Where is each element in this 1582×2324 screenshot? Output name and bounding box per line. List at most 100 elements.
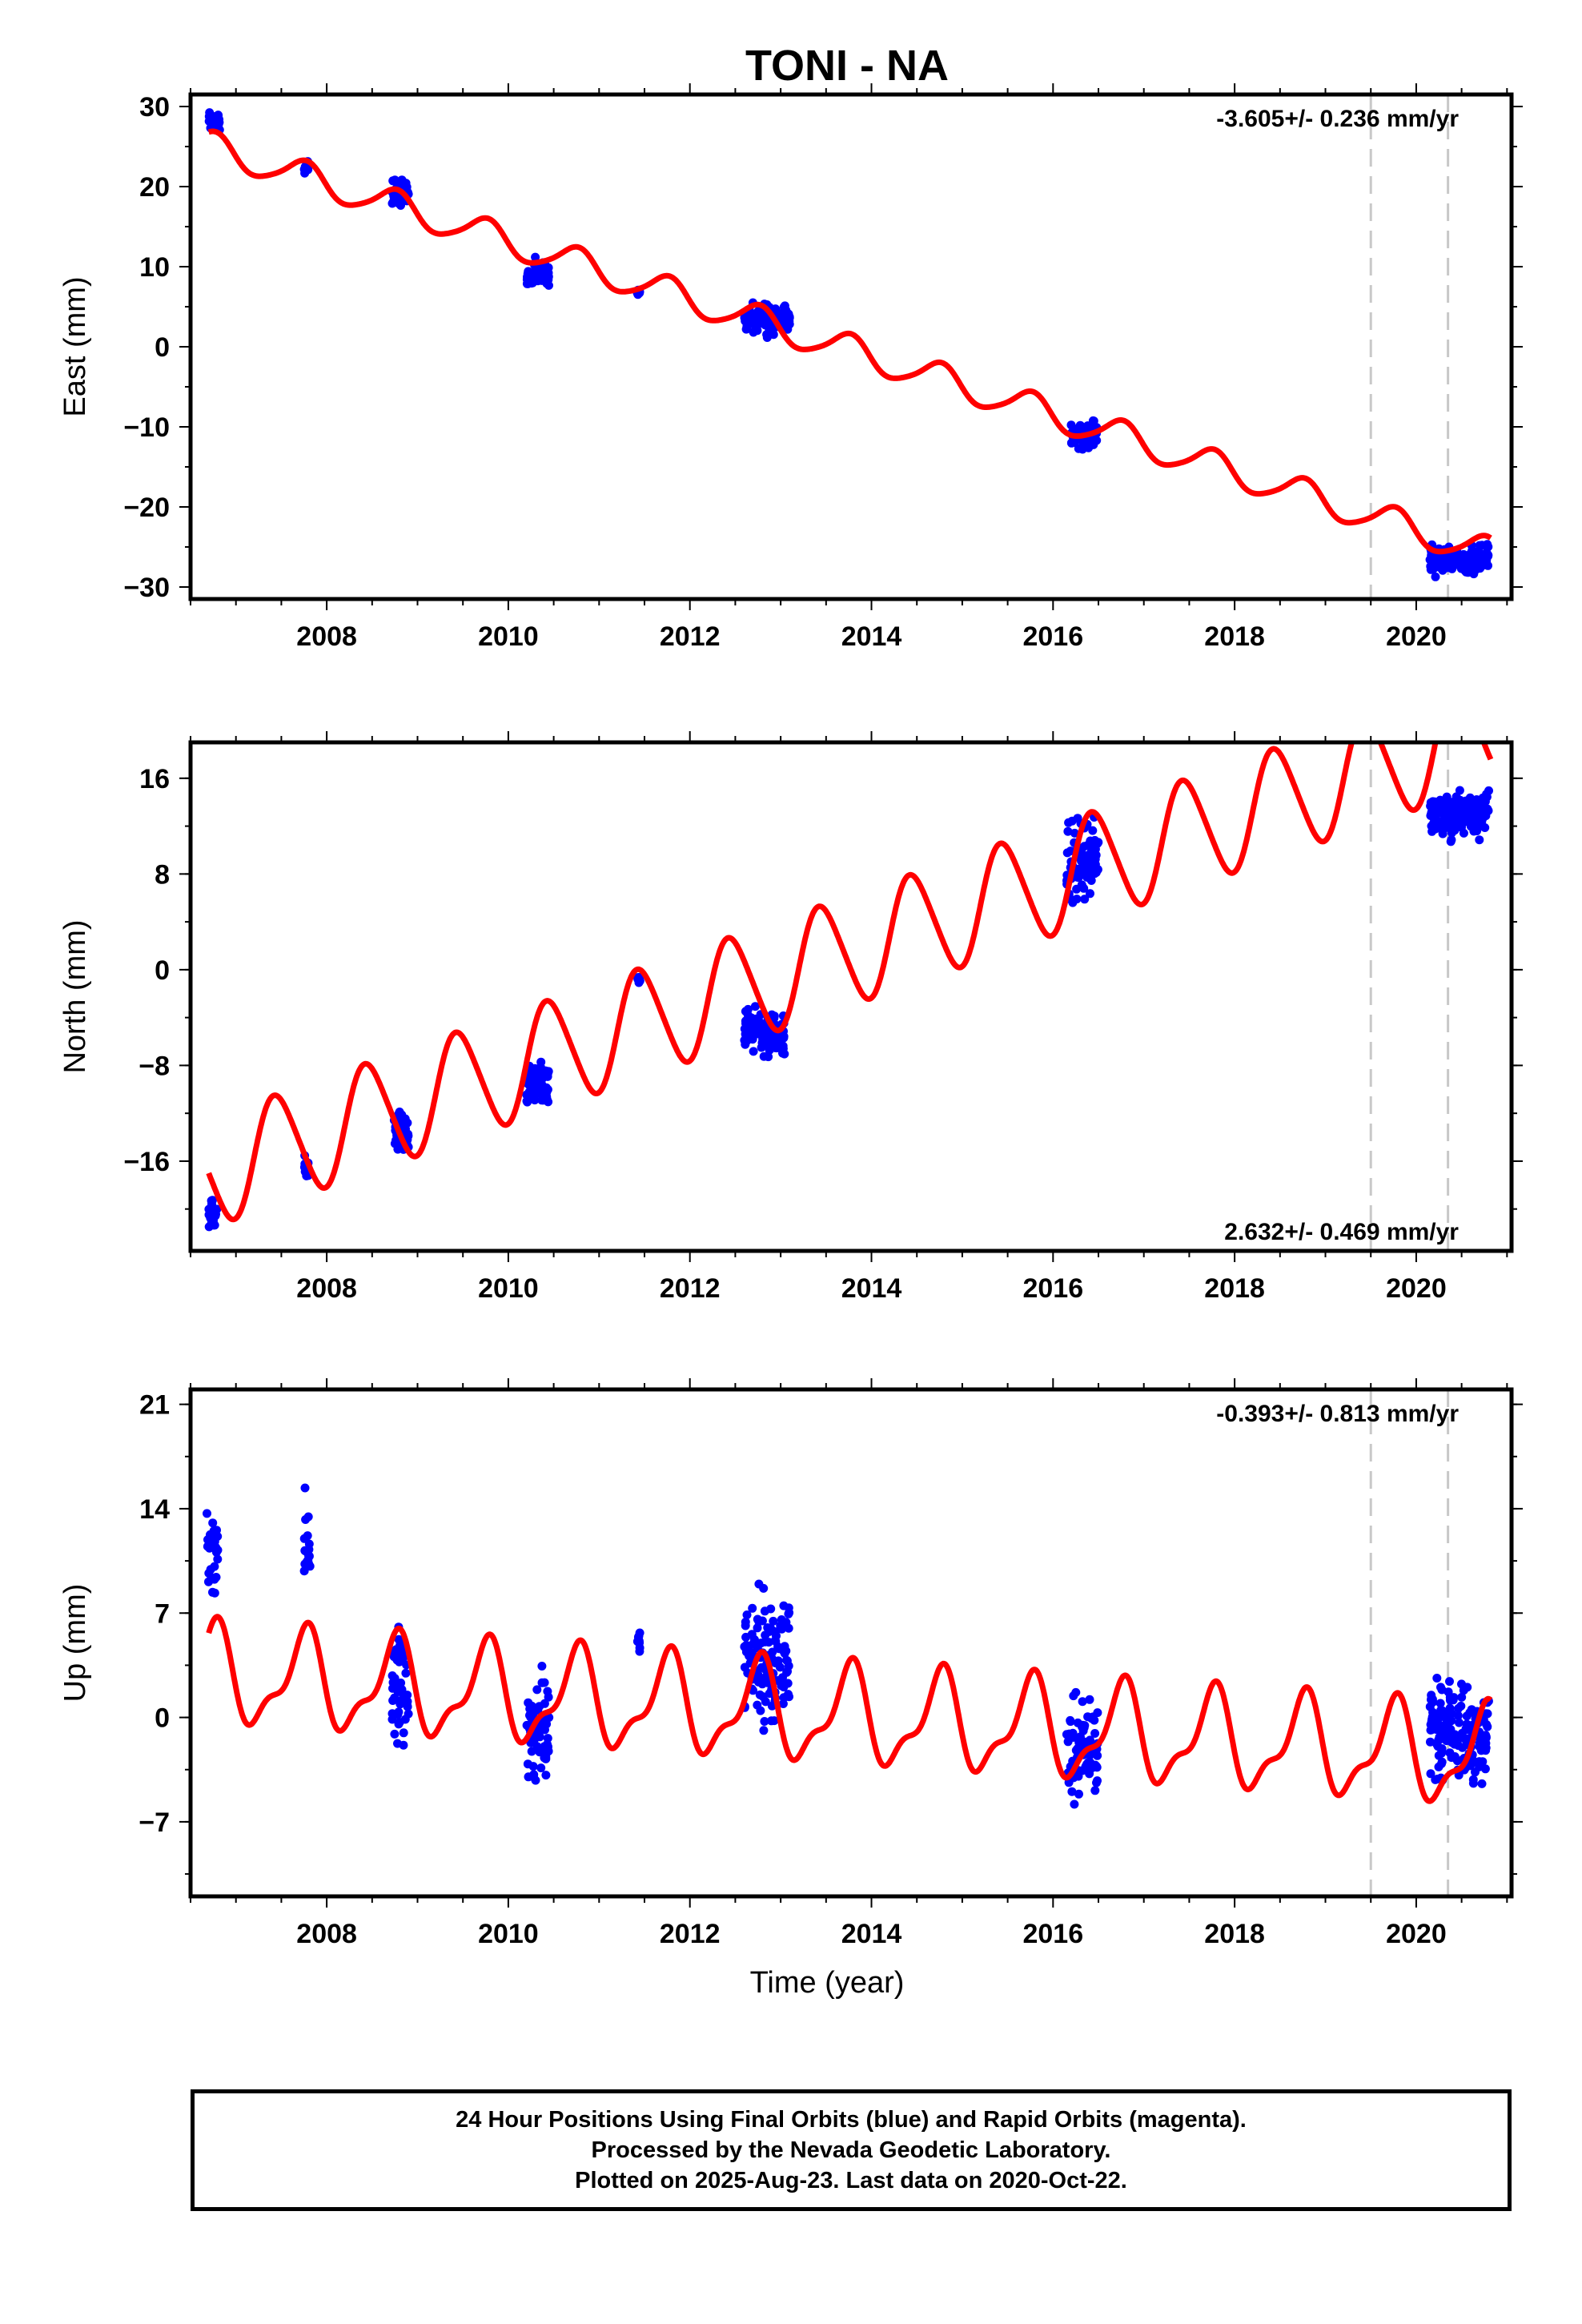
north-observation-point bbox=[759, 1051, 769, 1061]
up-observation-point bbox=[759, 1726, 769, 1735]
east-observation-point bbox=[745, 314, 754, 324]
up-observation-point bbox=[779, 1647, 789, 1656]
north-observation-point bbox=[1480, 823, 1490, 832]
north-plot-frame bbox=[188, 740, 1514, 1253]
north-observation-point bbox=[1090, 869, 1099, 879]
up-observation-point bbox=[1069, 1733, 1078, 1742]
up-observation-point bbox=[779, 1683, 789, 1692]
up-observation-point bbox=[1085, 1769, 1094, 1779]
north-observation-point bbox=[1450, 826, 1460, 835]
north-observation-point bbox=[1079, 842, 1089, 851]
east-observation-point bbox=[396, 201, 405, 210]
up-observation-point bbox=[1082, 1759, 1092, 1768]
up-observation-point bbox=[1427, 1695, 1437, 1704]
up-observation-point bbox=[540, 1742, 549, 1751]
east-ytick-label: −20 bbox=[123, 493, 170, 523]
north-observation-point bbox=[1456, 795, 1465, 805]
up-observation-point bbox=[543, 1687, 552, 1696]
east-observation-point bbox=[1476, 564, 1485, 573]
east-observation-point bbox=[544, 272, 553, 281]
north-observation-point bbox=[1447, 835, 1456, 845]
north-observation-point bbox=[1430, 811, 1439, 821]
north-observation-point bbox=[751, 1014, 761, 1023]
north-observation-point bbox=[1088, 826, 1098, 835]
east-panel: 2008 2010 2012 2014 2016 2018 20203020100−10−2… bbox=[58, 83, 1523, 652]
east-observation-point bbox=[1443, 563, 1452, 573]
up-observation-point bbox=[528, 1708, 538, 1718]
up-observation-point bbox=[203, 1509, 211, 1518]
north-observation-point bbox=[1080, 895, 1090, 904]
up-observation-point bbox=[1445, 1695, 1455, 1705]
north-observation-point bbox=[528, 1065, 538, 1075]
north-panel: 2008 2010 2012 2014 2016 2018 2020 16 8 0 −8 −16 Nor… bbox=[58, 731, 1523, 1304]
up-observation-point bbox=[753, 1700, 762, 1710]
up-observation-point bbox=[761, 1630, 770, 1640]
north-observation-point bbox=[1086, 889, 1094, 899]
up-observation-point bbox=[1066, 1717, 1075, 1727]
north-observation-point bbox=[542, 1068, 552, 1076]
up-observation-point bbox=[1475, 1739, 1484, 1747]
up-observation-point bbox=[1437, 1748, 1446, 1758]
up-observation-point bbox=[1445, 1677, 1454, 1687]
north-observation-point bbox=[749, 1047, 758, 1056]
north-observation-point bbox=[1090, 854, 1100, 864]
north-observation-point bbox=[769, 1013, 779, 1023]
up-observation-point bbox=[1456, 1701, 1466, 1711]
up-xtick-label: 2018 bbox=[1204, 1919, 1265, 1949]
up-observation-point bbox=[391, 1645, 401, 1655]
footer-line-1: 24 Hour Positions Using Final Orbits (bl… bbox=[456, 2107, 1247, 2133]
north-xtick-label: 2008 bbox=[296, 1273, 357, 1304]
up-observation-point bbox=[393, 1687, 403, 1696]
up-observation-point bbox=[1477, 1779, 1487, 1788]
up-xtick-label: 2008 bbox=[296, 1919, 357, 1949]
east-observation-point bbox=[1431, 572, 1440, 581]
east-ytick-label: 10 bbox=[139, 252, 170, 283]
up-observation-point bbox=[390, 1729, 400, 1739]
up-xtick-label: 2010 bbox=[478, 1919, 539, 1949]
east-ytick-label: 30 bbox=[139, 92, 170, 123]
up-observation-point bbox=[397, 1695, 407, 1705]
up-observation-point bbox=[1437, 1759, 1446, 1768]
up-observation-point bbox=[1445, 1748, 1455, 1758]
up-observation-point bbox=[1463, 1725, 1472, 1735]
up-observation-point bbox=[778, 1699, 788, 1708]
up-model-fit-line bbox=[206, 1614, 1493, 1804]
north-observation-point bbox=[524, 1088, 534, 1097]
north-observation-point bbox=[207, 1212, 217, 1222]
up-observation-point bbox=[1074, 1789, 1083, 1799]
up-observation-point bbox=[1442, 1715, 1452, 1725]
north-observation-point bbox=[526, 1080, 536, 1090]
east-model-fit-line bbox=[207, 128, 1493, 555]
east-observation-point bbox=[1474, 553, 1484, 563]
east-xtick-label: 2020 bbox=[1386, 621, 1447, 652]
up-observation-point bbox=[758, 1692, 768, 1702]
east-xtick-label: 2016 bbox=[1022, 621, 1083, 652]
up-observation-point bbox=[304, 1539, 314, 1549]
up-plot-frame bbox=[188, 1387, 1514, 1899]
north-observation-point bbox=[753, 1029, 762, 1039]
north-data-layer bbox=[204, 742, 1494, 1232]
east-xtick-label: 2008 bbox=[296, 621, 357, 652]
up-observation-point bbox=[1070, 1799, 1079, 1809]
up-observation-point bbox=[778, 1619, 788, 1629]
east-observation-point bbox=[211, 117, 220, 126]
north-model-fit-line bbox=[206, 742, 1494, 1223]
up-observation-point bbox=[541, 1771, 551, 1780]
up-observation-point bbox=[1080, 1721, 1090, 1731]
north-observation-point bbox=[1090, 835, 1099, 845]
up-observation-point bbox=[1454, 1741, 1463, 1751]
up-xlabel: Time (year) bbox=[750, 1966, 905, 2000]
up-observation-point bbox=[208, 1518, 218, 1528]
north-observation-point bbox=[536, 1062, 545, 1072]
up-ytick-label: 7 bbox=[155, 1598, 170, 1629]
east-observation-point bbox=[1074, 444, 1083, 453]
up-observation-point bbox=[537, 1662, 547, 1671]
north-observation-point bbox=[1063, 826, 1073, 836]
east-ytick-label: 0 bbox=[155, 332, 170, 363]
up-observation-point bbox=[1446, 1736, 1456, 1746]
north-xtick-label: 2010 bbox=[478, 1273, 539, 1304]
up-observation-point bbox=[782, 1655, 791, 1665]
east-observation-point bbox=[1451, 552, 1460, 561]
east-observation-point bbox=[1075, 420, 1085, 430]
up-observation-point bbox=[746, 1652, 756, 1661]
